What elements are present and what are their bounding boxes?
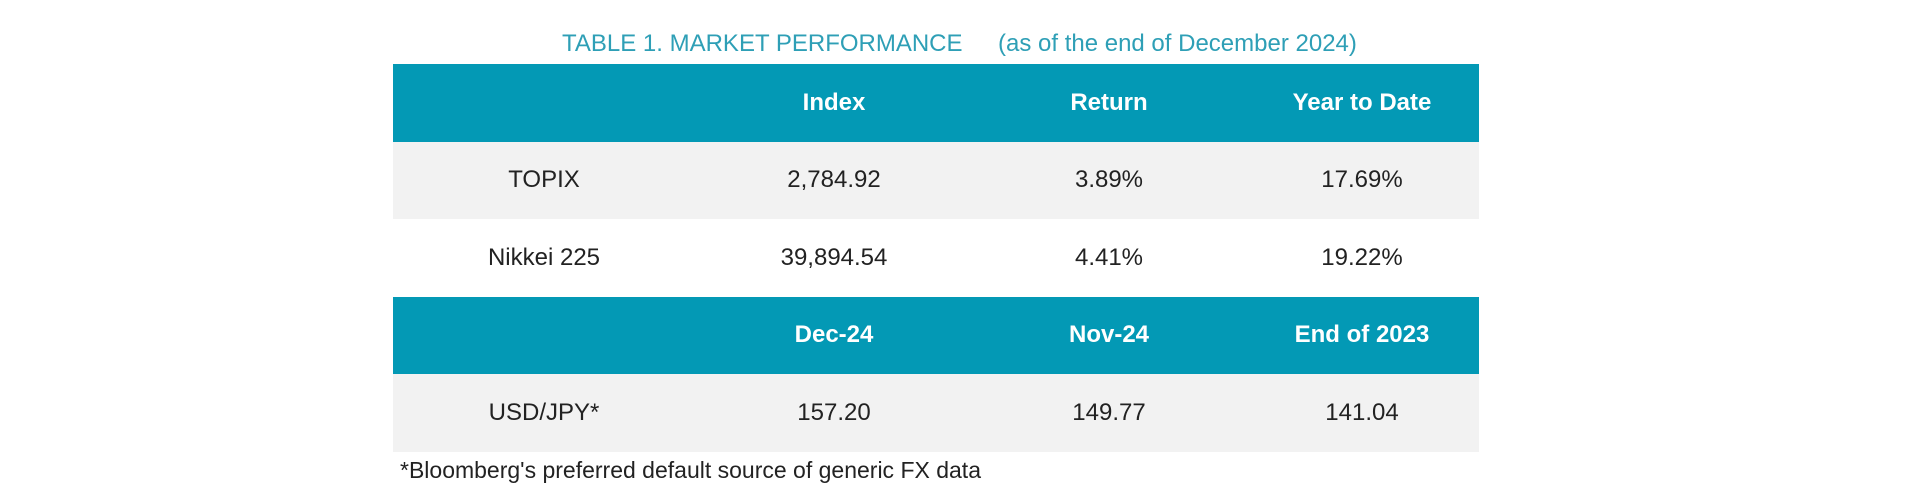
row-label: TOPIX xyxy=(508,166,580,194)
table-title: TABLE 1. MARKET PERFORMANCE xyxy=(562,30,963,57)
data-cell: 2,784.92 xyxy=(787,166,881,194)
data-cell: 17.69% xyxy=(1321,166,1403,194)
header-cell: End of 2023 xyxy=(1294,321,1430,349)
data-cell: 4.41% xyxy=(1074,243,1144,271)
data-cell: 3.89% xyxy=(1074,166,1144,194)
header-cell: Year to Date xyxy=(1292,88,1432,116)
data-row: TOPIX 2,784.92 3.89% 17.69% xyxy=(393,141,1479,219)
header-cell: Index xyxy=(802,88,866,116)
market-table: Index Return Year to Date TOPIX 2,784.92 3.89… xyxy=(393,64,1479,452)
row-label: USD/JPY* xyxy=(488,398,600,426)
footnote: *Bloomberg's preferred default source of… xyxy=(400,457,981,483)
row-label: Nikkei 225 xyxy=(487,243,601,271)
data-row: Nikkei 225 39,894.54 4.41% 19.22% xyxy=(393,219,1479,297)
data-cell: 149.77 xyxy=(1072,398,1146,426)
header-cell: Nov-24 xyxy=(1068,321,1150,349)
data-cell: 157.20 xyxy=(797,398,871,426)
header-row: Index Return Year to Date xyxy=(393,64,1479,142)
data-cell: 141.04 xyxy=(1325,398,1399,426)
header-cell: Dec-24 xyxy=(794,321,874,349)
data-cell: 39,894.54 xyxy=(780,243,888,271)
table-subtitle: (as of the end of December 2024) xyxy=(998,30,1357,57)
data-cell: 19.22% xyxy=(1321,243,1403,271)
data-row: USD/JPY* 157.20 149.77 141.04 xyxy=(393,374,1479,452)
header-row: Dec-24 Nov-24 End of 2023 xyxy=(393,296,1479,374)
header-cell: Return xyxy=(1070,88,1148,116)
